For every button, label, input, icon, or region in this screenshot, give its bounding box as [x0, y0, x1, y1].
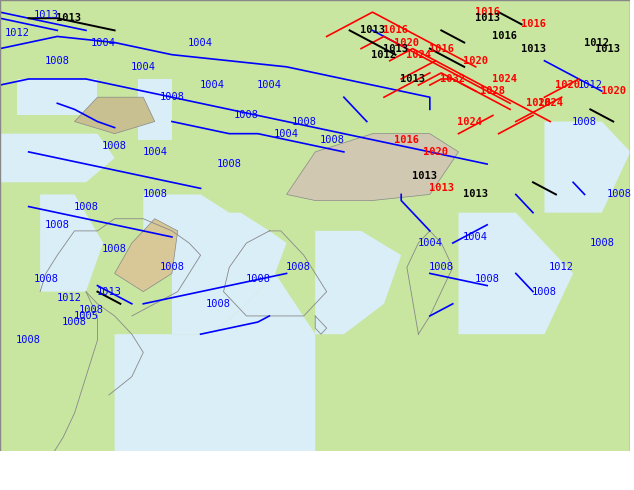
Polygon shape: [458, 213, 573, 334]
Text: 1008: 1008: [34, 274, 58, 285]
Text: ©weatheronline.co.uk: ©weatheronline.co.uk: [503, 479, 628, 489]
Text: 1013: 1013: [475, 13, 500, 23]
Text: 1008: 1008: [16, 335, 41, 345]
Text: 1016: 1016: [492, 31, 517, 42]
Text: 1013: 1013: [56, 13, 81, 23]
Text: 1013: 1013: [34, 10, 58, 20]
Text: 1020: 1020: [555, 80, 580, 90]
Text: 1008: 1008: [159, 262, 184, 272]
Text: 1008: 1008: [285, 262, 311, 272]
Polygon shape: [115, 219, 178, 292]
Text: 1012: 1012: [4, 28, 30, 38]
Polygon shape: [17, 79, 98, 116]
Text: 1020: 1020: [463, 56, 488, 66]
Polygon shape: [40, 195, 103, 292]
Text: 1024: 1024: [492, 74, 517, 84]
Text: 1008: 1008: [205, 299, 230, 309]
Text: 1008: 1008: [245, 274, 271, 285]
Text: 1008: 1008: [429, 262, 454, 272]
Text: 1008: 1008: [102, 244, 127, 254]
Text: 1008: 1008: [142, 190, 167, 199]
Text: 1024: 1024: [406, 49, 431, 60]
Text: 1004: 1004: [131, 62, 156, 72]
Text: 1013: 1013: [400, 74, 425, 84]
Text: Surface pressure [hPa] ECMWF: Surface pressure [hPa] ECMWF: [6, 464, 221, 478]
Text: 1024: 1024: [538, 98, 563, 108]
Text: 1012: 1012: [578, 80, 603, 90]
Text: 1012: 1012: [372, 49, 396, 60]
Text: 1008: 1008: [234, 110, 259, 121]
Polygon shape: [545, 122, 630, 213]
Text: 1004: 1004: [257, 80, 282, 90]
Text: 1020: 1020: [423, 147, 448, 157]
Text: 1008: 1008: [320, 135, 345, 145]
Text: 1012: 1012: [549, 262, 574, 272]
Text: 1005: 1005: [74, 311, 98, 321]
Text: 1024: 1024: [458, 117, 482, 126]
Text: 1004: 1004: [142, 147, 167, 157]
Polygon shape: [75, 97, 155, 134]
Text: 1008: 1008: [572, 117, 597, 126]
Text: 1016: 1016: [394, 135, 420, 145]
Text: 1028: 1028: [526, 98, 551, 108]
Text: 1004: 1004: [417, 238, 443, 248]
Text: 1004: 1004: [200, 80, 224, 90]
Text: 1008: 1008: [102, 141, 127, 151]
Text: 1008: 1008: [62, 317, 87, 327]
Text: 1013: 1013: [360, 25, 385, 35]
Text: 1008: 1008: [74, 201, 98, 212]
Polygon shape: [172, 213, 287, 334]
Text: 1004: 1004: [274, 129, 299, 139]
Text: 1008: 1008: [159, 92, 184, 102]
Text: 1008: 1008: [589, 238, 614, 248]
Text: 1012: 1012: [583, 38, 609, 48]
Text: 1013: 1013: [96, 287, 121, 296]
Text: 1013: 1013: [429, 183, 454, 194]
Text: 1004: 1004: [188, 38, 213, 48]
Text: 1008: 1008: [45, 56, 70, 66]
Text: 1016: 1016: [521, 19, 545, 29]
Text: 1004: 1004: [91, 38, 115, 48]
Text: 1008: 1008: [217, 159, 242, 169]
Text: 1020: 1020: [394, 38, 420, 48]
Text: 1008: 1008: [291, 117, 316, 126]
Text: 1008: 1008: [607, 190, 631, 199]
Text: 1008: 1008: [79, 305, 104, 315]
Text: 1016: 1016: [383, 25, 408, 35]
Text: 1012: 1012: [56, 293, 81, 303]
Text: 1013: 1013: [411, 171, 437, 181]
Text: 1013: 1013: [595, 44, 620, 53]
Text: 1032: 1032: [440, 74, 465, 84]
Polygon shape: [143, 195, 230, 231]
Text: 1028: 1028: [481, 86, 505, 96]
Polygon shape: [115, 273, 315, 456]
Text: 1004: 1004: [463, 232, 488, 242]
Text: 1013: 1013: [383, 44, 408, 53]
Polygon shape: [138, 79, 172, 140]
Text: 1008: 1008: [532, 287, 557, 296]
Text: 1016: 1016: [429, 44, 454, 53]
Text: Fr 03-05-2024 00:00 UTC (06+42): Fr 03-05-2024 00:00 UTC (06+42): [393, 464, 628, 478]
Polygon shape: [315, 231, 401, 334]
Text: 1013: 1013: [463, 190, 488, 199]
Text: 1016: 1016: [475, 7, 500, 17]
Text: 1008: 1008: [475, 274, 500, 285]
Text: 1020: 1020: [601, 86, 626, 96]
Text: 1013: 1013: [521, 44, 545, 53]
Polygon shape: [287, 134, 458, 200]
Polygon shape: [0, 134, 115, 182]
Text: 1008: 1008: [45, 220, 70, 230]
